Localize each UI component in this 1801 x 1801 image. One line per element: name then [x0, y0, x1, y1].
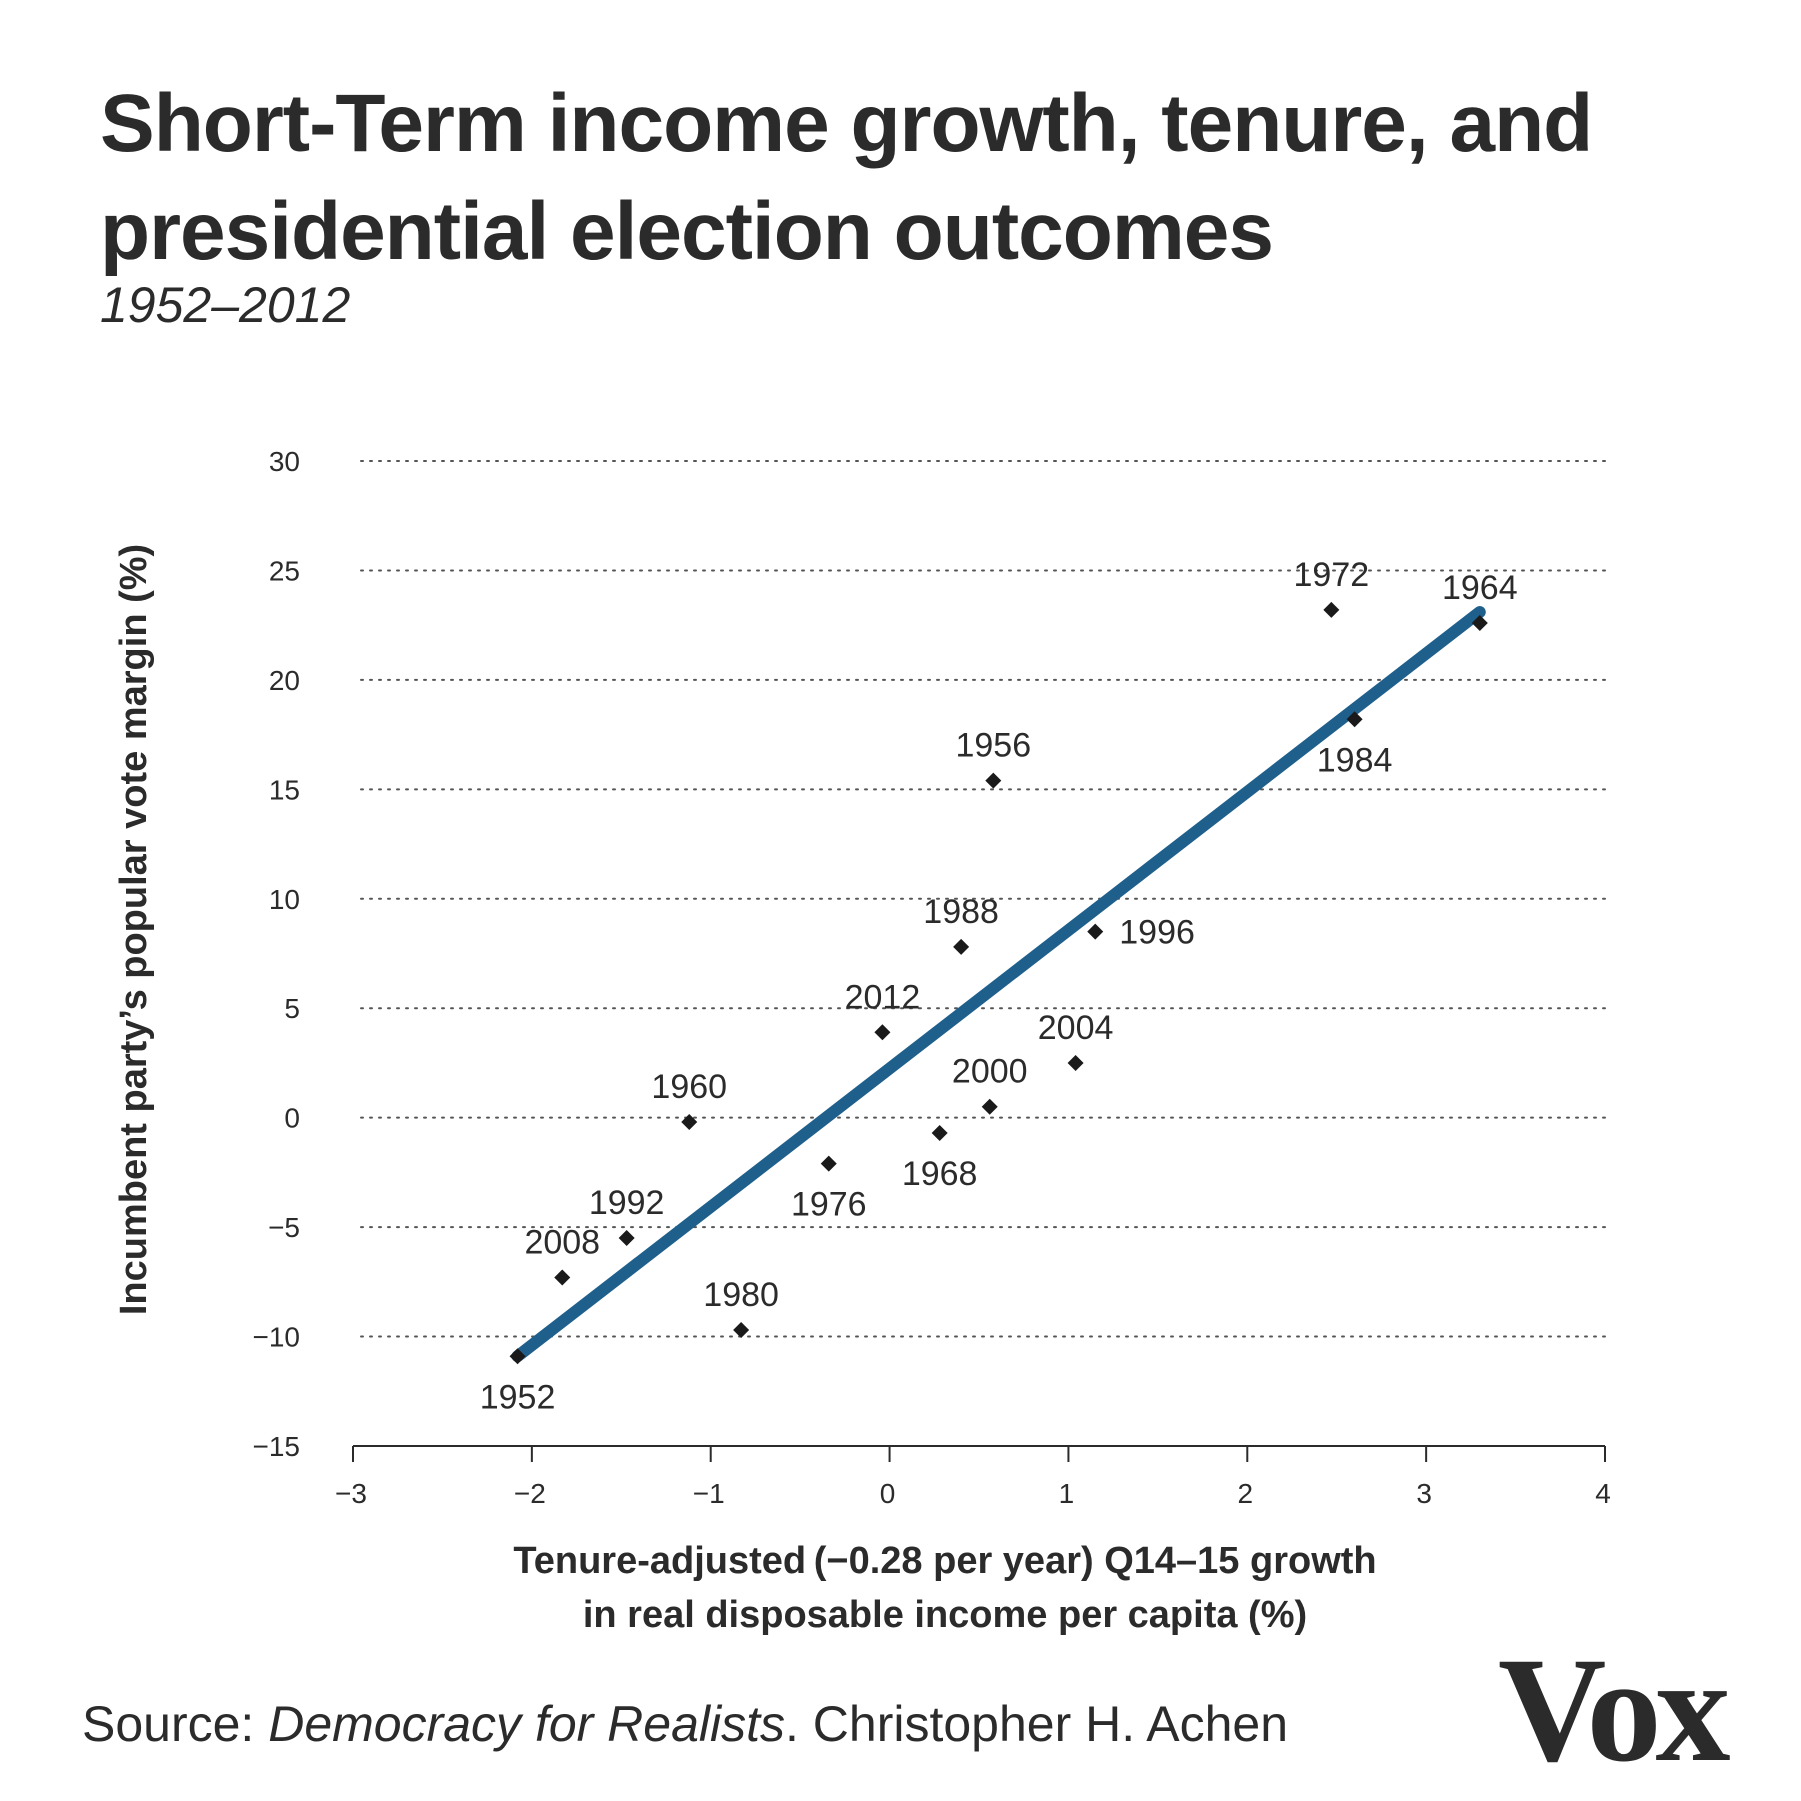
- data-point-1996: [1087, 923, 1104, 940]
- point-label-1956: 1956: [955, 727, 1031, 765]
- x-tick-label: 2: [1237, 1478, 1253, 1509]
- data-point-2004: [1067, 1054, 1084, 1071]
- vox-logo: Vox: [1498, 1627, 1731, 1793]
- point-label-2000: 2000: [952, 1053, 1028, 1091]
- y-tick-label: 10: [269, 884, 300, 915]
- data-point-1988: [953, 938, 970, 955]
- data-point-2000: [981, 1098, 998, 1115]
- x-axis-tick-labels: −3 −2 −1 0 1 2 3 4: [335, 1478, 1611, 1509]
- point-label-1972: 1972: [1294, 556, 1370, 594]
- point-label-1968: 1968: [902, 1155, 978, 1193]
- source-note: Source: Democracy for Realists. Christop…: [82, 1695, 1288, 1753]
- y-tick-label: 25: [269, 555, 300, 586]
- x-tick-label: −2: [514, 1478, 546, 1509]
- point-labels: 1952 1956 1960 1964 1968 1972 1976 1980 1984 1988…: [480, 556, 1518, 1416]
- y-tick-label: 5: [284, 993, 300, 1024]
- chart-subtitle: 1952–2012: [100, 277, 351, 333]
- data-point-1984: [1346, 711, 1363, 728]
- data-points: [509, 601, 1488, 1365]
- chart-title: Short-Term income growth, tenure, and pr…: [100, 78, 1593, 277]
- y-tick-label: 15: [269, 774, 300, 805]
- trend-line: [511, 606, 1486, 1363]
- data-point-2008: [554, 1269, 571, 1286]
- y-tick-label: 30: [269, 446, 300, 477]
- point-label-1992: 1992: [589, 1184, 665, 1222]
- data-point-1968: [931, 1124, 948, 1141]
- data-point-1976: [820, 1155, 837, 1172]
- x-tick-label: −3: [335, 1478, 367, 1509]
- data-point-1980: [733, 1321, 750, 1338]
- x-tick-label: 4: [1595, 1478, 1611, 1509]
- data-point-1992: [618, 1230, 635, 1247]
- x-axis: [352, 1445, 1606, 1462]
- point-label-1964: 1964: [1442, 569, 1518, 607]
- x-tick-label: 0: [880, 1478, 896, 1509]
- point-label-1996: 1996: [1119, 914, 1195, 952]
- point-label-1988: 1988: [923, 893, 999, 931]
- x-axis-label-line-2: in real disposable income per capita (%): [583, 1594, 1307, 1636]
- source-work-title: Democracy for Realists: [268, 1696, 786, 1752]
- data-point-1972: [1323, 601, 1340, 618]
- point-label-2008: 2008: [524, 1223, 600, 1261]
- y-tick-label: −5: [268, 1212, 300, 1243]
- y-axis-label: Incumbent party’s popular vote margin (%…: [113, 544, 155, 1315]
- point-label-2004: 2004: [1038, 1009, 1114, 1047]
- y-tick-label: 0: [284, 1103, 300, 1134]
- x-tick-label: 3: [1416, 1478, 1432, 1509]
- data-point-2012: [874, 1024, 891, 1041]
- y-tick-label: −15: [253, 1431, 301, 1462]
- data-point-1964: [1471, 614, 1488, 631]
- source-prefix: Source:: [82, 1696, 269, 1752]
- y-axis-tick-labels: 30 25 20 15 10 5 0 −5 −10 −15: [253, 446, 301, 1462]
- source-suffix: . Christopher H. Achen: [785, 1696, 1289, 1752]
- point-label-1980: 1980: [703, 1276, 779, 1314]
- point-label-1976: 1976: [791, 1186, 867, 1224]
- y-tick-label: 20: [269, 665, 300, 696]
- point-label-1984: 1984: [1317, 741, 1393, 779]
- data-point-1952: [509, 1348, 526, 1365]
- y-tick-label: −10: [253, 1322, 301, 1353]
- point-label-1952: 1952: [480, 1378, 556, 1416]
- data-point-1956: [985, 772, 1002, 789]
- x-tick-label: −1: [693, 1478, 725, 1509]
- point-label-2012: 2012: [845, 978, 921, 1016]
- point-label-1960: 1960: [651, 1068, 727, 1106]
- grid-lines: [360, 460, 1606, 1338]
- x-tick-label: 1: [1059, 1478, 1075, 1509]
- x-axis-label-line-1: Tenure-adjusted (−0.28 per year) Q14–15 …: [513, 1540, 1376, 1582]
- data-point-1960: [681, 1114, 698, 1131]
- trend-line-group: [511, 606, 1486, 1363]
